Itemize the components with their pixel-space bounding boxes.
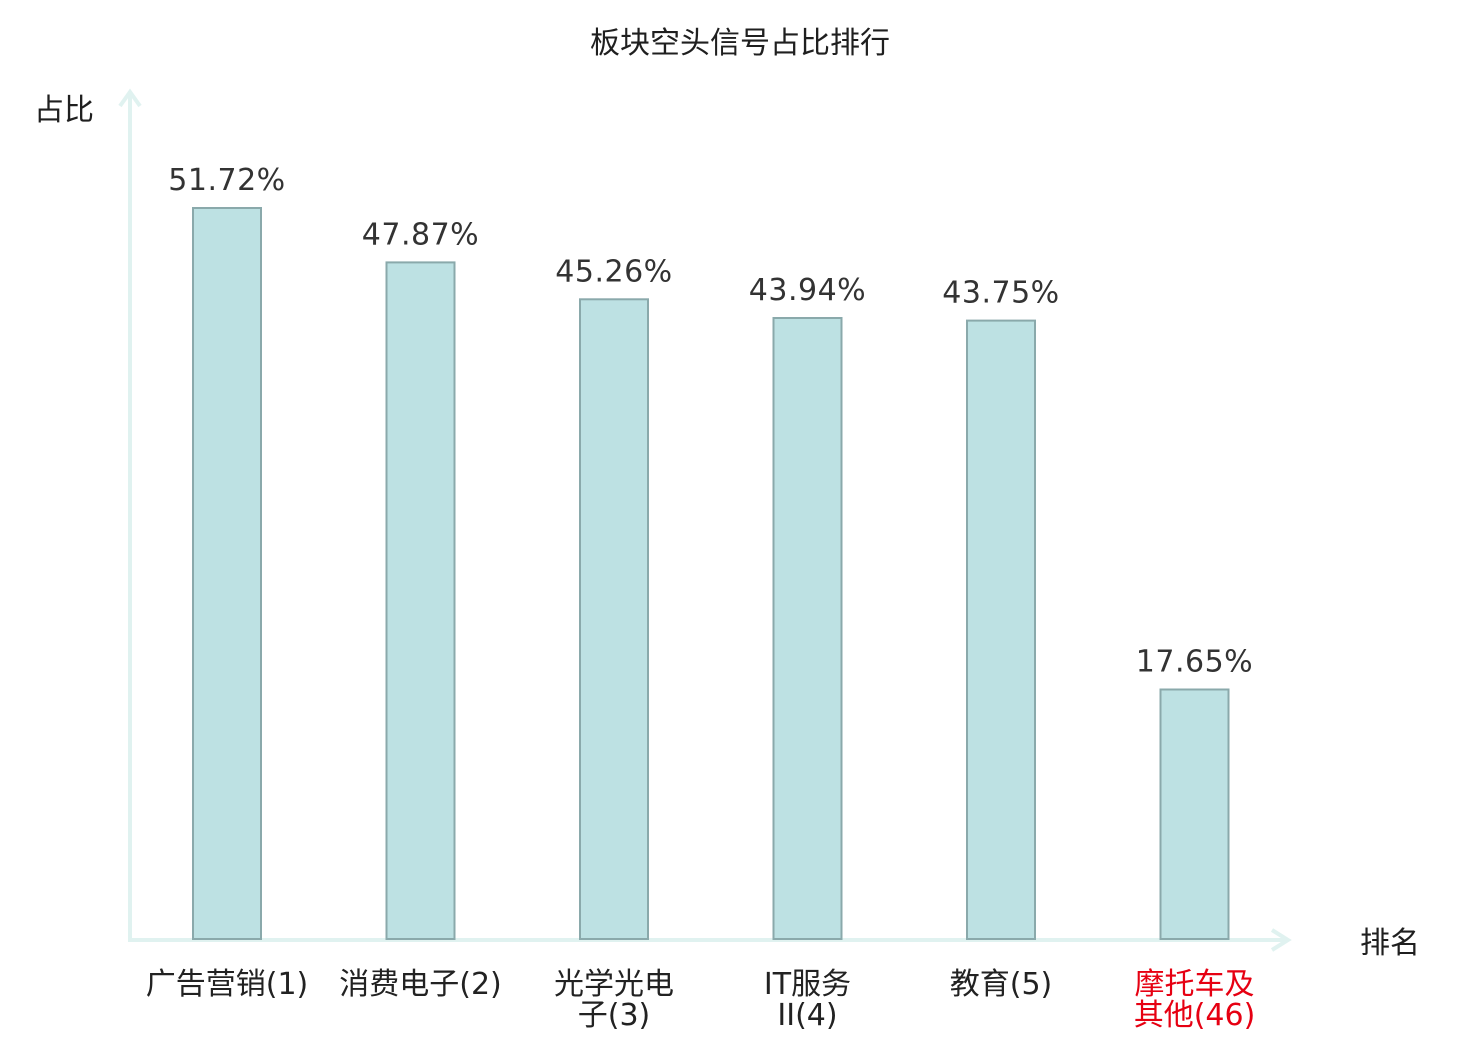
value-label-6: 17.65%	[1136, 645, 1253, 680]
value-label-2: 47.87%	[362, 217, 479, 252]
value-label-5: 43.75%	[942, 276, 1059, 311]
category-label-line: II(4)	[777, 998, 837, 1033]
category-label-line: 子(3)	[578, 998, 651, 1033]
value-label-1: 51.72%	[168, 163, 285, 198]
bar-1	[192, 207, 262, 940]
category-label-6: 摩托车及其他(46)	[1134, 967, 1256, 1033]
category-labels: 广告营销(1) 消费电子(2) 光学光电子(3) IT服务 II(4) 教育(5) 摩托车及…	[146, 967, 1256, 1033]
y-axis-title: 占比	[34, 93, 94, 128]
category-label-4: IT服务 II(4)	[764, 967, 851, 1033]
category-label-line: 其他(46)	[1134, 998, 1256, 1033]
value-label-4: 43.94%	[749, 273, 866, 308]
category-label-1: 广告营销(1)	[146, 967, 309, 1002]
chart-title: 板块空头信号占比排行	[590, 26, 890, 61]
category-label-line: 消费电子(2)	[339, 967, 502, 1002]
x-axis-title: 排名	[1360, 926, 1420, 961]
bar-6	[1159, 688, 1230, 940]
category-label-5: 教育(5)	[950, 967, 1053, 1002]
x-axis-arrow-icon	[1270, 928, 1292, 952]
category-label-3: 光学光电子(3)	[554, 967, 674, 1033]
bars	[192, 207, 1230, 941]
bar-3	[579, 298, 649, 940]
bar-2	[385, 261, 456, 940]
category-label-line: 广告营销(1)	[146, 967, 309, 1002]
category-label-line: IT服务	[764, 967, 851, 1002]
bar-5	[966, 319, 1036, 941]
bar-4	[772, 317, 843, 940]
y-axis	[118, 88, 142, 940]
category-label-line: 教育(5)	[950, 967, 1053, 1002]
y-axis-arrow-icon	[118, 88, 142, 108]
category-label-line: 摩托车及	[1135, 967, 1255, 1002]
value-labels: 51.72% 47.87% 45.26% 43.94% 43.75% 17.65%	[168, 163, 1253, 680]
value-label-3: 45.26%	[555, 254, 672, 289]
category-label-2: 消费电子(2)	[339, 967, 502, 1002]
x-axis	[128, 928, 1292, 952]
category-label-line: 光学光电	[554, 967, 674, 1002]
